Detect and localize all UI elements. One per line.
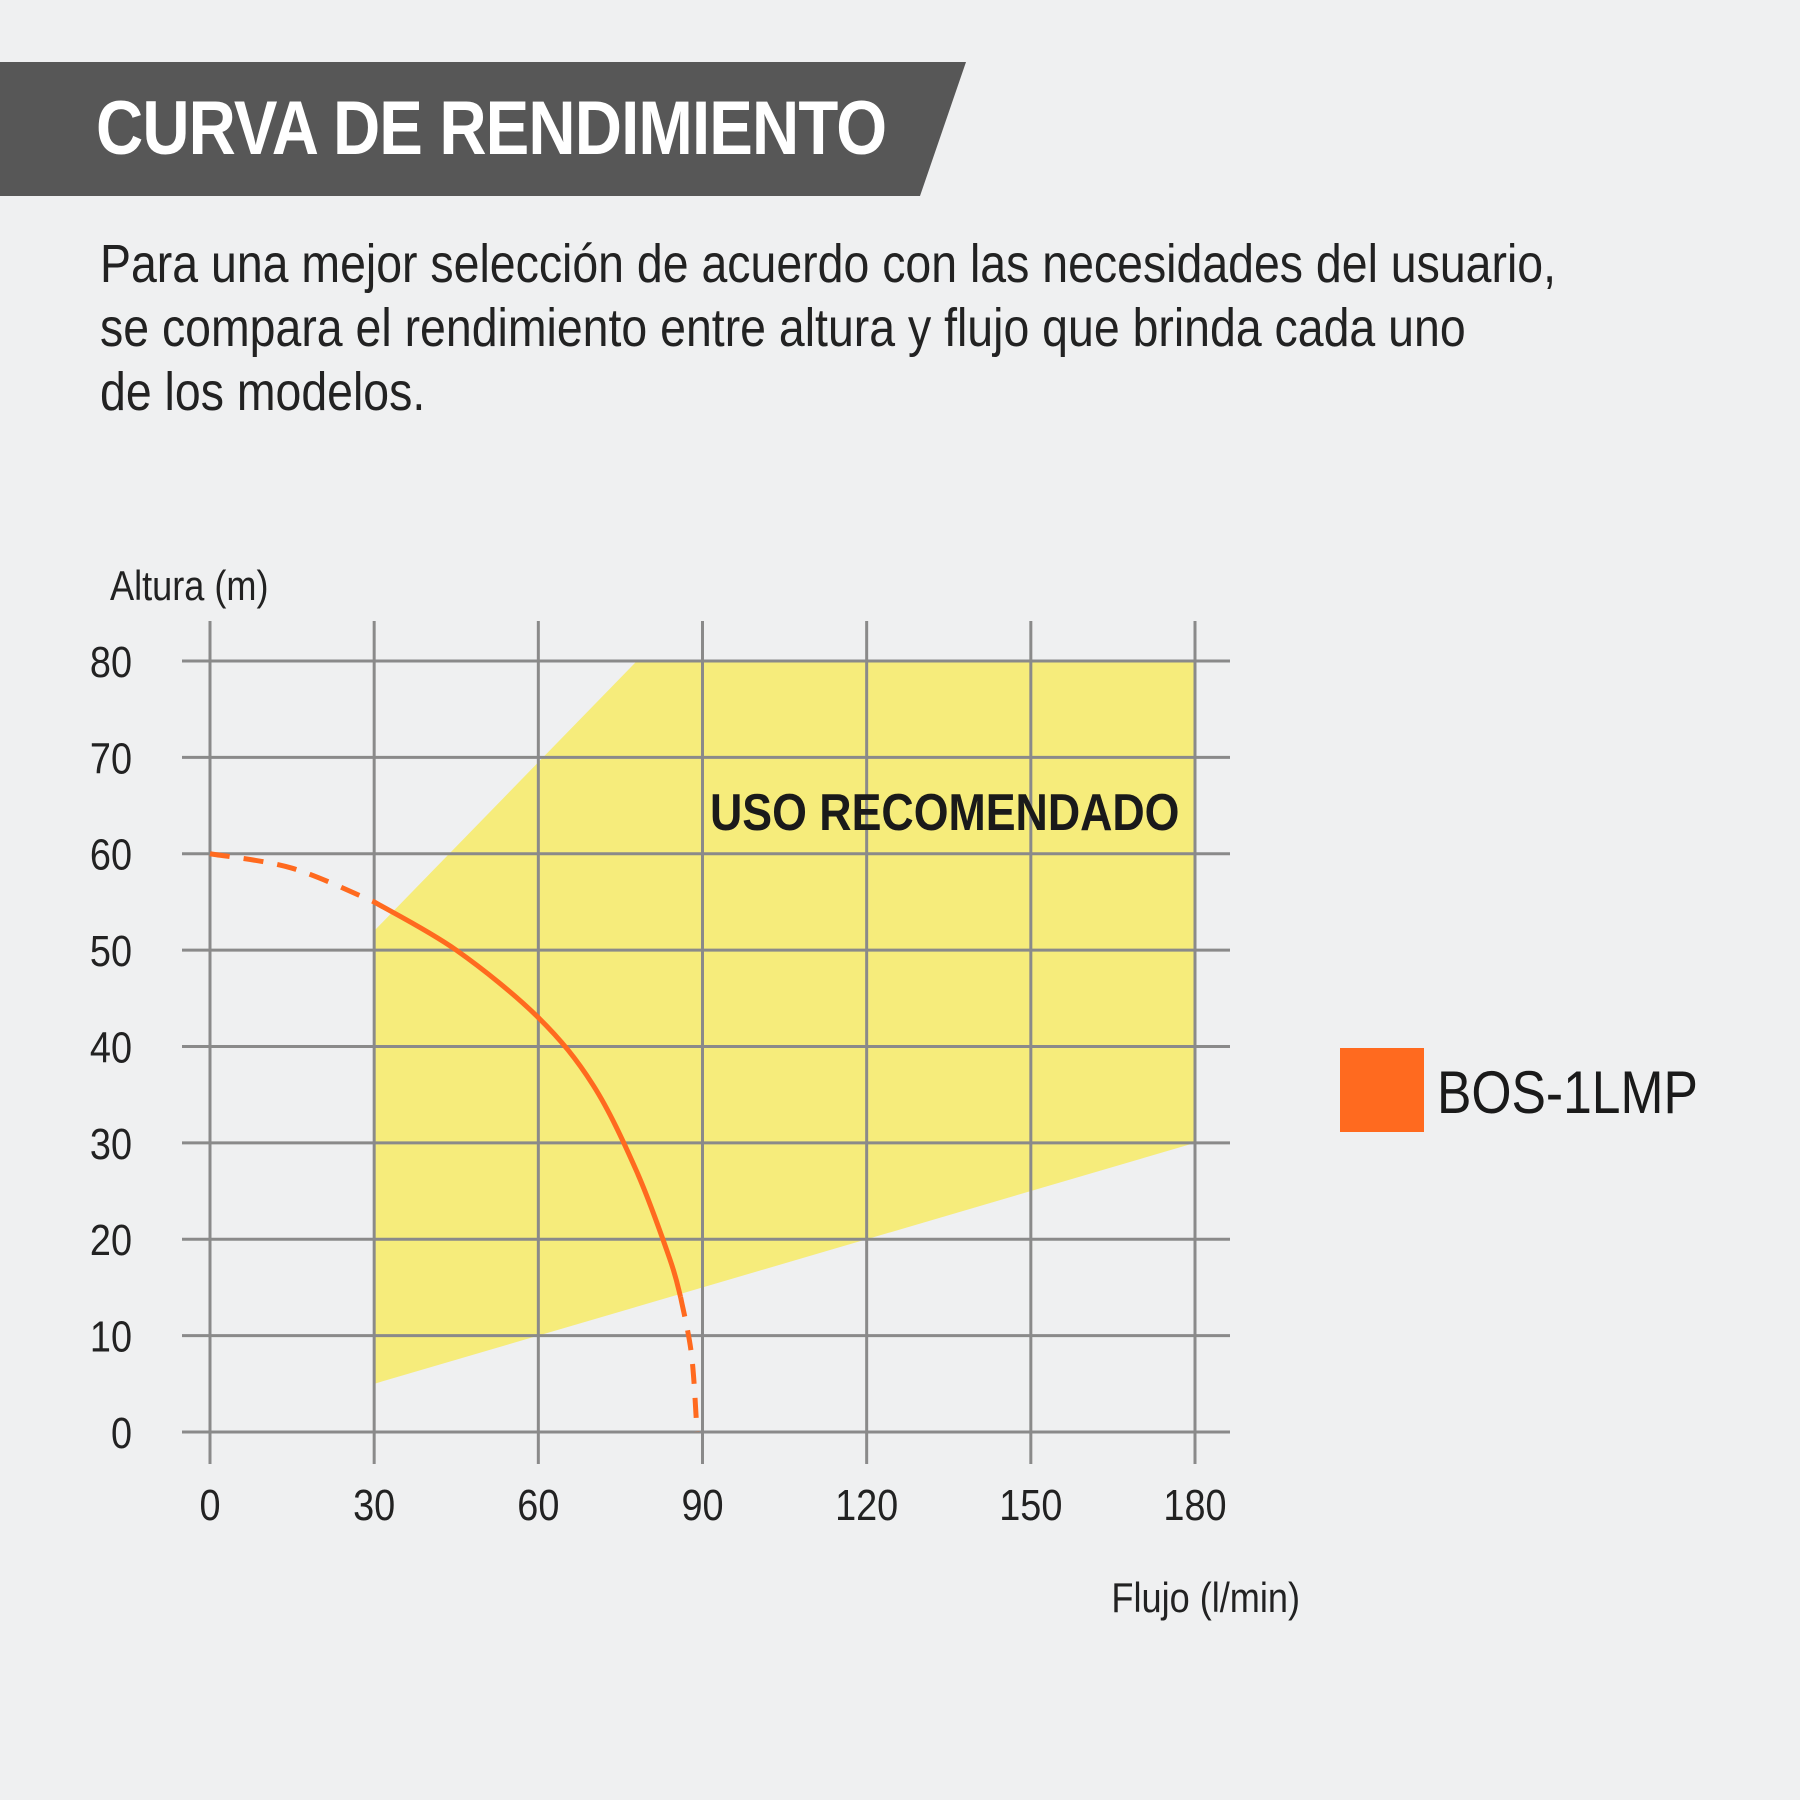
y-tick-label-60: 60 — [90, 830, 132, 879]
y-tick-label-50: 50 — [90, 926, 132, 975]
grid — [182, 621, 1230, 1464]
legend-swatch-0 — [1340, 1048, 1424, 1132]
x-tick-label-30: 30 — [353, 1480, 395, 1529]
x-tick-label-180: 180 — [1163, 1480, 1226, 1529]
y-tick-label-40: 40 — [90, 1023, 132, 1072]
x-tick-label-0: 0 — [199, 1480, 220, 1529]
x-axis-title: Flujo (l/min) — [1111, 1576, 1300, 1622]
series-0-dashed-end — [678, 1296, 700, 1433]
y-tick-label-20: 20 — [90, 1216, 132, 1265]
region-layer — [374, 661, 1196, 1384]
series-0-curve — [372, 899, 684, 1298]
y-tick-label-0: 0 — [111, 1408, 132, 1457]
title-banner: CURVA DE RENDIMIENTO — [0, 62, 966, 196]
banner-shape — [0, 62, 966, 196]
x-tick-label-90: 90 — [681, 1480, 723, 1529]
series-layer — [209, 851, 700, 1433]
series-0-dashed-start — [209, 851, 376, 905]
y-tick-label-10: 10 — [90, 1312, 132, 1361]
intro-paragraph: Para una mejor selección de acuerdo con … — [100, 232, 1579, 424]
intro-line-1: Para una mejor selección de acuerdo con … — [100, 234, 1557, 294]
intro-line-3: de los modelos. — [100, 362, 426, 422]
y-tick-label-70: 70 — [90, 734, 132, 783]
y-tick-label-80: 80 — [90, 637, 132, 686]
label-layer: 0 30 60 90 120 150 180 0 10 20 30 40 50 60 70 80 Altura … — [90, 564, 1698, 1622]
legend-label-0: BOS-1LMP — [1437, 1058, 1698, 1126]
banner-background — [0, 62, 966, 196]
x-tick-label-60: 60 — [517, 1480, 559, 1529]
x-tick-label-150: 150 — [999, 1480, 1062, 1529]
recommended-region — [374, 661, 1196, 1384]
page-title: CURVA DE RENDIMIENTO — [96, 86, 887, 171]
y-axis-title: Altura (m) — [110, 564, 268, 610]
recommended-region-label: USO RECOMENDADO — [710, 784, 1179, 842]
x-tick-label-120: 120 — [835, 1480, 898, 1529]
y-tick-label-30: 30 — [90, 1119, 132, 1168]
intro-line-2: se compara el rendimiento entre altura y… — [100, 298, 1466, 358]
